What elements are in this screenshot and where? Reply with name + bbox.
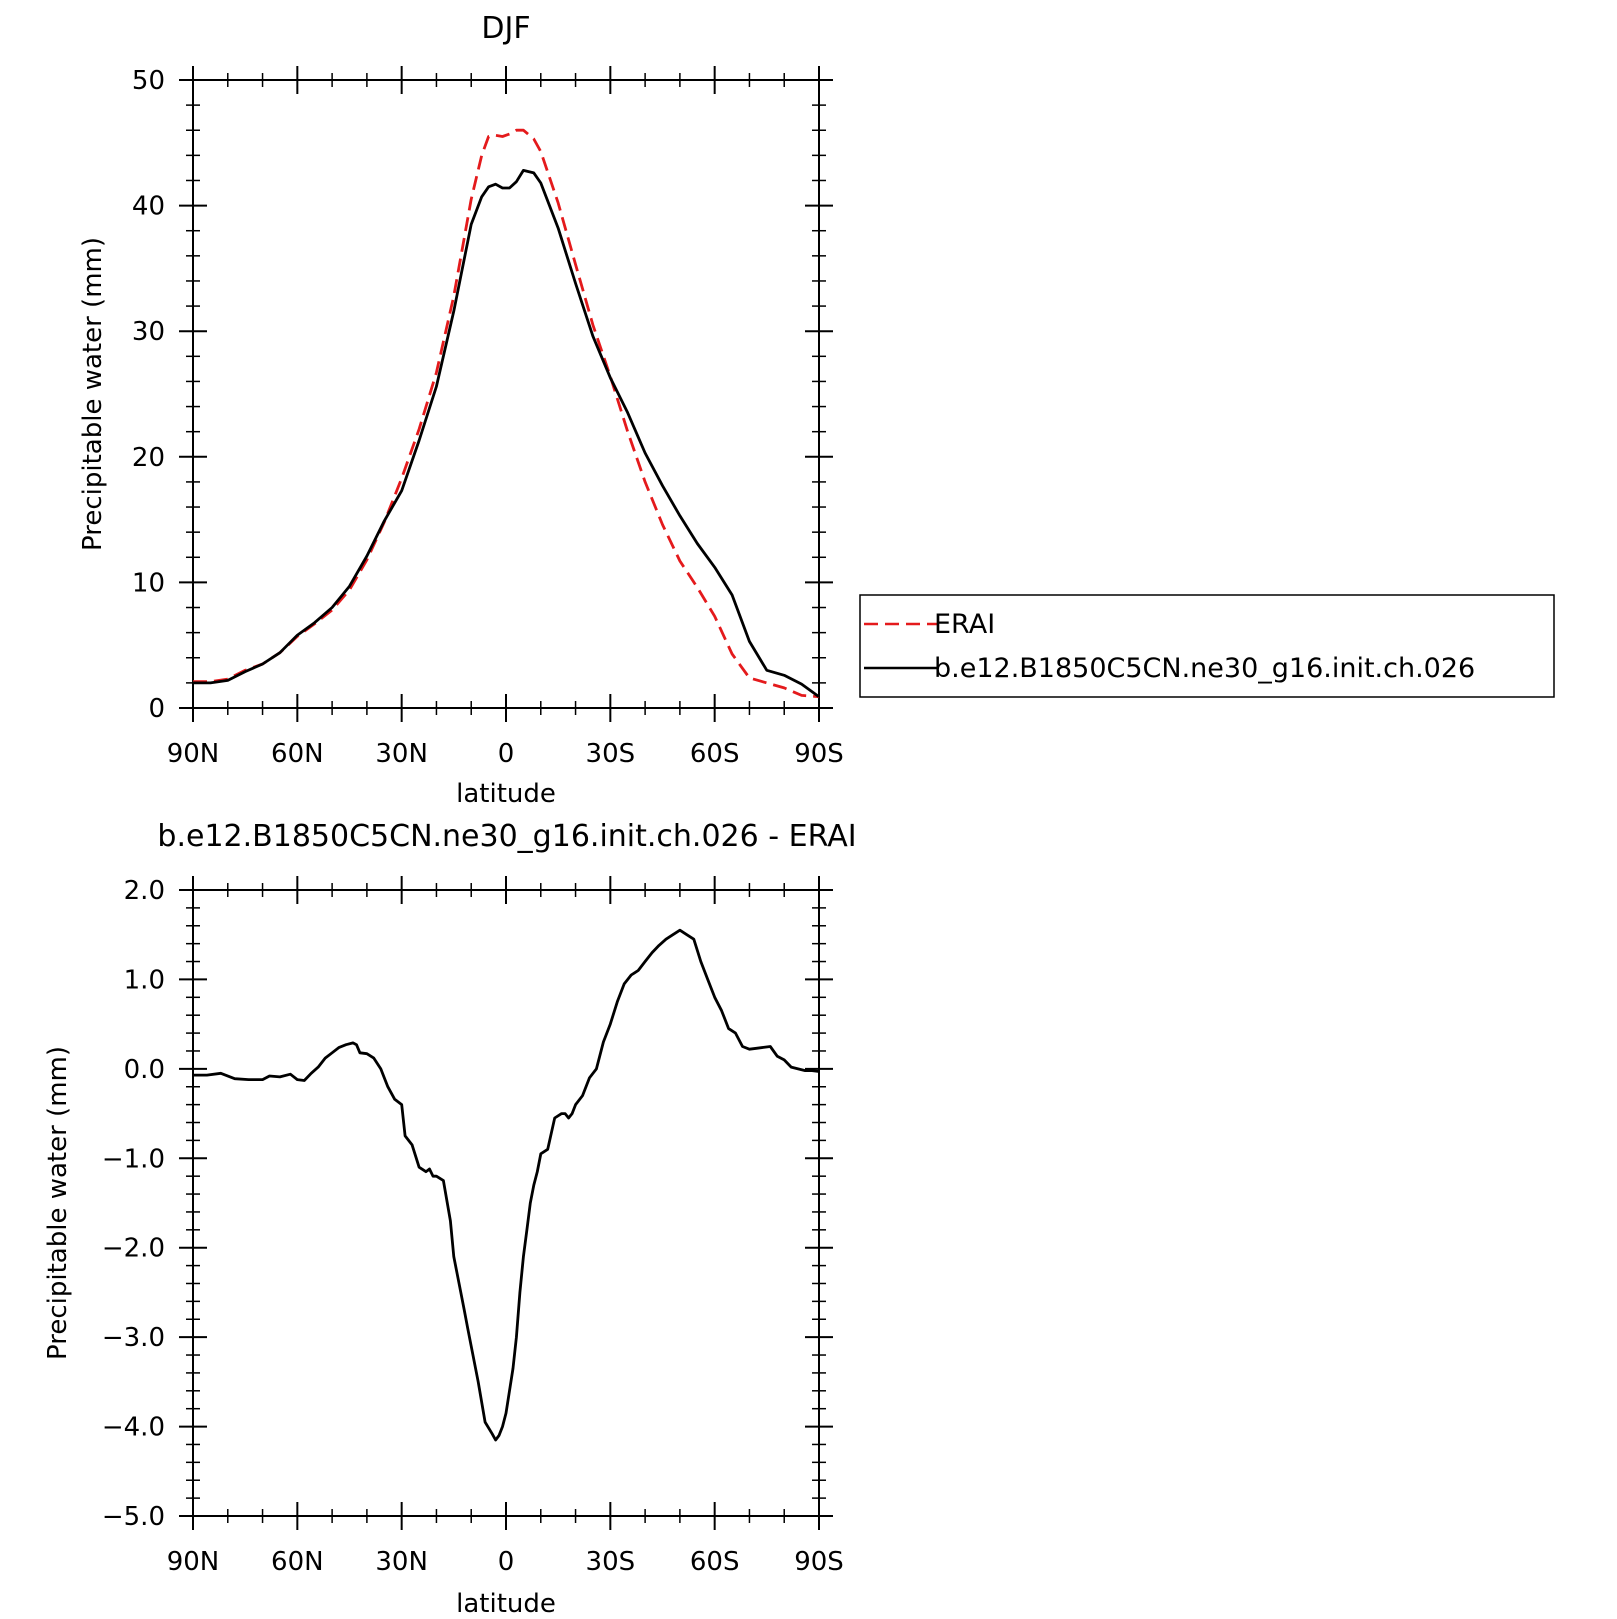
bottom-y-axis-label: Precipitable water (mm) bbox=[43, 1046, 73, 1360]
top-series-line-1 bbox=[193, 168, 820, 698]
top-ytick-label: 0 bbox=[148, 694, 165, 724]
top-plot-frame bbox=[192, 79, 820, 709]
top-panel: DJF 0 10 20 30 40 50 90N 60N 30N 0 30S 60S 90S lati… bbox=[78, 11, 844, 809]
top-ytick-label: 30 bbox=[132, 317, 165, 347]
bottom-ytick-label: −4.0 bbox=[102, 1413, 165, 1443]
top-ytick-label: 40 bbox=[132, 192, 165, 222]
bottom-y-tick-labels: −5.0 −4.0 −3.0 −2.0 −1.0 0.0 1.0 2.0 bbox=[102, 876, 165, 1532]
top-ytick-label: 50 bbox=[132, 66, 165, 96]
bottom-ytick-label: 2.0 bbox=[124, 876, 165, 906]
bottom-xtick-label: 90N bbox=[167, 1547, 220, 1577]
bottom-series-line-0 bbox=[193, 928, 820, 1442]
top-x-tick-labels: 90N 60N 30N 0 30S 60S 90S bbox=[167, 739, 844, 769]
top-xtick-label: 30N bbox=[375, 739, 428, 769]
top-xtick-label: 90S bbox=[794, 739, 844, 769]
bottom-xtick-label: 30N bbox=[375, 1547, 428, 1577]
legend-label-erai: ERAI bbox=[934, 609, 995, 640]
bottom-ytick-label: −5.0 bbox=[102, 1502, 165, 1532]
legend-label-model: b.e12.B1850C5CN.ne30_g16.init.ch.026 bbox=[934, 653, 1475, 684]
top-ytick-label: 10 bbox=[132, 568, 165, 598]
top-series-line-0 bbox=[193, 128, 820, 699]
bottom-axis-ticks bbox=[179, 876, 833, 1530]
bottom-ytick-label: −1.0 bbox=[102, 1144, 165, 1174]
bottom-chart-title: b.e12.B1850C5CN.ne30_g16.init.ch.026 - E… bbox=[157, 819, 856, 854]
bottom-x-axis-label: latitude bbox=[456, 1589, 556, 1619]
bottom-ytick-label: −3.0 bbox=[102, 1323, 165, 1353]
bottom-xtick-label: 60S bbox=[690, 1547, 740, 1577]
top-xtick-label: 60S bbox=[690, 739, 740, 769]
bottom-ytick-label: −2.0 bbox=[102, 1234, 165, 1264]
legend-box bbox=[859, 594, 1555, 698]
top-axis-ticks bbox=[179, 66, 833, 722]
top-y-tick-labels: 0 10 20 30 40 50 bbox=[132, 66, 165, 724]
bottom-panel: b.e12.B1850C5CN.ne30_g16.init.ch.026 - E… bbox=[43, 819, 857, 1619]
bottom-xtick-label: 30S bbox=[586, 1547, 636, 1577]
bottom-plot-frame bbox=[192, 889, 820, 1517]
top-xtick-label: 60N bbox=[271, 739, 324, 769]
bottom-xtick-label: 60N bbox=[271, 1547, 324, 1577]
top-chart-title: DJF bbox=[481, 11, 530, 46]
top-series-lines bbox=[193, 128, 820, 699]
top-ytick-label: 20 bbox=[132, 443, 165, 473]
bottom-x-tick-labels: 90N 60N 30N 0 30S 60S 90S bbox=[167, 1547, 844, 1577]
bottom-xtick-label: 0 bbox=[498, 1547, 515, 1577]
bottom-xtick-label: 90S bbox=[794, 1547, 844, 1577]
bottom-ytick-label: 1.0 bbox=[124, 965, 165, 995]
top-xtick-label: 0 bbox=[498, 739, 515, 769]
top-y-axis-label: Precipitable water (mm) bbox=[78, 237, 108, 551]
legend: ERAI b.e12.B1850C5CN.ne30_g16.init.ch.02… bbox=[859, 594, 1555, 698]
top-xtick-label: 90N bbox=[167, 739, 220, 769]
bottom-series-lines bbox=[193, 928, 820, 1442]
bottom-ytick-label: 0.0 bbox=[124, 1055, 165, 1085]
top-xtick-label: 30S bbox=[586, 739, 636, 769]
top-x-axis-label: latitude bbox=[456, 779, 556, 809]
